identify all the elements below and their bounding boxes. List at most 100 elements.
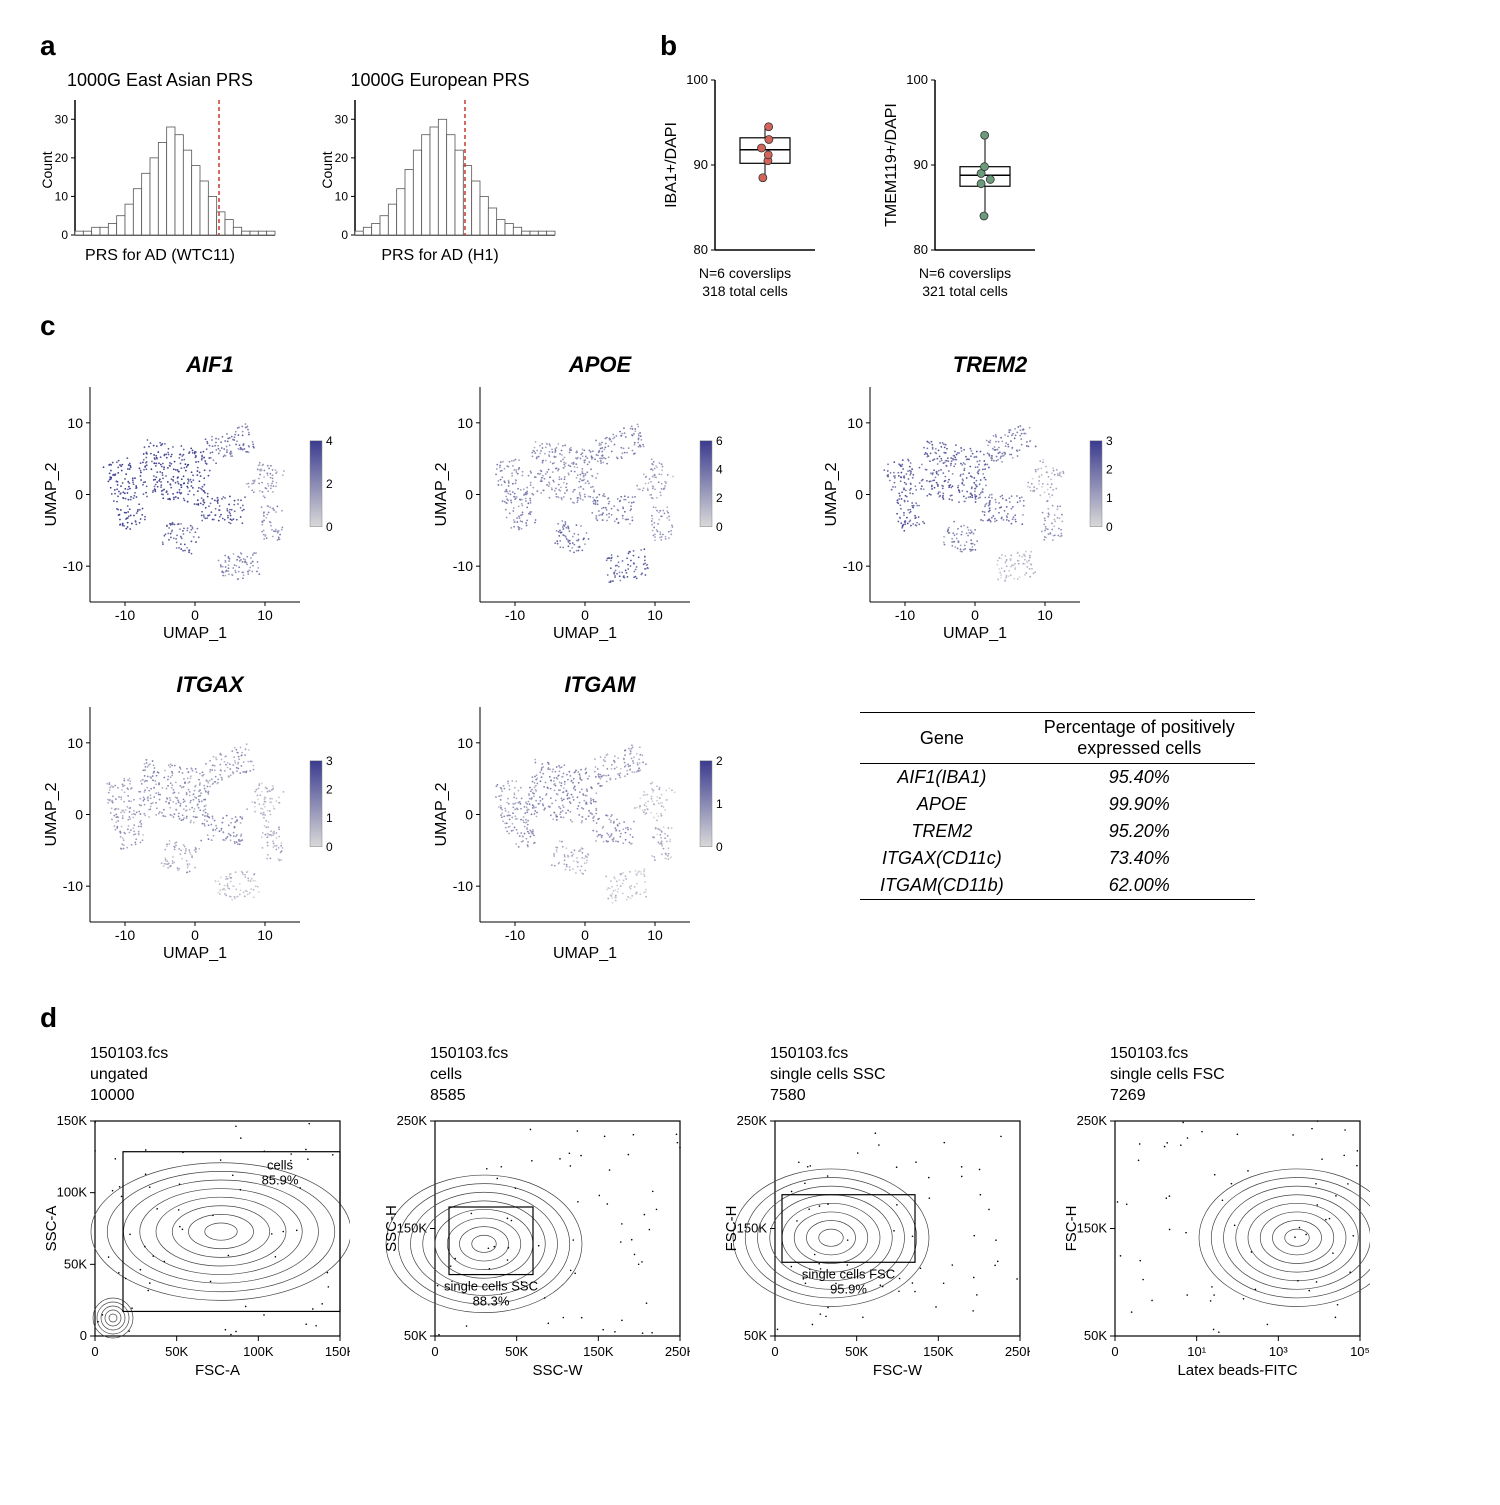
svg-text:0: 0 xyxy=(581,927,589,943)
flow-block: 150103.fcssingle cells FSC7269010¹10³10⁵… xyxy=(1060,1044,1370,1380)
panel-d: d 150103.fcsungated10000050K100K150K050K… xyxy=(40,1002,1460,1380)
panel-d-label: d xyxy=(40,1002,1460,1034)
flow-block: 150103.fcsungated10000050K100K150K050K10… xyxy=(40,1044,350,1380)
svg-text:10: 10 xyxy=(847,415,863,431)
svg-text:30: 30 xyxy=(335,112,349,126)
flow-plot-1: 050K150K250K50K150K250Ksingle cells SSC8… xyxy=(380,1111,690,1381)
histogram-title: 1000G European PRS xyxy=(350,70,529,91)
svg-text:UMAP_2: UMAP_2 xyxy=(433,463,450,527)
svg-text:FSC-H: FSC-H xyxy=(723,1205,740,1251)
svg-text:10: 10 xyxy=(457,415,473,431)
svg-text:2: 2 xyxy=(326,477,333,491)
table-row: ITGAM(CD11b)62.00% xyxy=(860,872,1255,900)
panel-a-label: a xyxy=(40,30,560,62)
svg-text:IBA1+/DAPI: IBA1+/DAPI xyxy=(663,122,680,208)
panel-b: b 80 90 100 IBA1+/DAPI N=6 coverslips318 tot… xyxy=(660,30,1050,300)
svg-text:2: 2 xyxy=(716,491,723,505)
svg-text:1: 1 xyxy=(326,811,333,825)
boxplot-caption: N=6 coverslips321 total cells xyxy=(919,264,1011,300)
svg-text:-10: -10 xyxy=(453,559,473,575)
svg-text:100: 100 xyxy=(686,72,708,87)
svg-text:50K: 50K xyxy=(845,1344,868,1359)
svg-text:10: 10 xyxy=(55,189,69,203)
svg-text:3: 3 xyxy=(326,754,333,768)
flow-header: 150103.fcssingle cells FSC7269 xyxy=(1110,1044,1370,1106)
svg-text:0: 0 xyxy=(80,1328,87,1343)
svg-text:UMAP_2: UMAP_2 xyxy=(433,783,450,847)
svg-text:150K: 150K xyxy=(1077,1220,1108,1235)
svg-text:20: 20 xyxy=(55,151,69,165)
umap-plot: -10010-10010UMAP_1UMAP_2 0246 xyxy=(430,382,770,642)
svg-text:6: 6 xyxy=(716,434,723,448)
svg-text:0: 0 xyxy=(1111,1344,1118,1359)
table-row: AIF1(IBA1)95.40% xyxy=(860,764,1255,792)
svg-text:Latex beads-FITC: Latex beads-FITC xyxy=(1177,1362,1297,1379)
boxplot-caption: N=6 coverslips318 total cells xyxy=(699,264,791,300)
svg-text:88.3%: 88.3% xyxy=(473,1293,510,1308)
boxplot-block: 80 90 100 IBA1+/DAPI N=6 coverslips318 total… xyxy=(660,70,830,300)
svg-text:10: 10 xyxy=(647,607,663,623)
svg-text:0: 0 xyxy=(61,228,68,242)
svg-text:50K: 50K xyxy=(64,1256,87,1271)
boxplot-0: 80 90 100 IBA1+/DAPI xyxy=(660,70,830,260)
svg-text:UMAP_1: UMAP_1 xyxy=(553,945,617,962)
histogram-1: 0102030Count xyxy=(320,95,560,245)
svg-text:20: 20 xyxy=(335,151,349,165)
svg-text:10: 10 xyxy=(67,415,83,431)
svg-text:UMAP_1: UMAP_1 xyxy=(553,625,617,642)
svg-text:90: 90 xyxy=(694,157,708,172)
svg-text:UMAP_1: UMAP_1 xyxy=(163,625,227,642)
svg-text:1: 1 xyxy=(716,797,723,811)
svg-text:SSC-H: SSC-H xyxy=(383,1205,400,1252)
panel-c-label: c xyxy=(40,310,1460,342)
panel-b-label: b xyxy=(660,30,1050,62)
panel-a: a 1000G East Asian PRS0102030CountPRS fo… xyxy=(40,30,560,265)
svg-text:2: 2 xyxy=(1106,463,1113,477)
table-row: TREM295.20% xyxy=(860,818,1255,845)
svg-text:-10: -10 xyxy=(505,927,525,943)
svg-text:10: 10 xyxy=(647,927,663,943)
svg-text:2: 2 xyxy=(716,754,723,768)
svg-text:95.9%: 95.9% xyxy=(830,1281,867,1296)
svg-text:SSC-A: SSC-A xyxy=(43,1205,60,1251)
svg-text:0: 0 xyxy=(326,840,333,854)
svg-text:UMAP_1: UMAP_1 xyxy=(943,625,1007,642)
svg-text:50K: 50K xyxy=(165,1344,188,1359)
svg-text:single cells FSC: single cells FSC xyxy=(802,1266,895,1281)
svg-text:Count: Count xyxy=(40,151,55,188)
svg-text:cells: cells xyxy=(267,1157,294,1172)
umap-gene-title: ITGAX xyxy=(176,672,243,698)
umap-block: AIF1-10010-10010UMAP_1UMAP_2 024 xyxy=(40,352,380,642)
svg-text:0: 0 xyxy=(91,1344,98,1359)
svg-text:0: 0 xyxy=(716,840,723,854)
flow-header: 150103.fcsungated10000 xyxy=(90,1044,350,1106)
svg-text:0: 0 xyxy=(326,520,333,534)
svg-text:-10: -10 xyxy=(115,927,135,943)
svg-text:UMAP_1: UMAP_1 xyxy=(163,945,227,962)
umap-gene-title: ITGAM xyxy=(565,672,636,698)
flow-plot-2: 050K150K250K50K150K250Ksingle cells FSC9… xyxy=(720,1111,1030,1381)
svg-text:80: 80 xyxy=(914,242,928,257)
table-row: APOE99.90% xyxy=(860,791,1255,818)
svg-text:10: 10 xyxy=(257,607,273,623)
svg-text:10: 10 xyxy=(457,735,473,751)
svg-text:0: 0 xyxy=(581,607,589,623)
svg-text:4: 4 xyxy=(716,463,723,477)
svg-text:0: 0 xyxy=(431,1344,438,1359)
svg-text:UMAP_2: UMAP_2 xyxy=(823,463,840,527)
svg-text:UMAP_2: UMAP_2 xyxy=(43,463,60,527)
svg-text:50K: 50K xyxy=(505,1344,528,1359)
umap-plot: -10010-10010UMAP_1UMAP_2 024 xyxy=(40,382,380,642)
svg-text:80: 80 xyxy=(694,242,708,257)
svg-text:10: 10 xyxy=(67,735,83,751)
svg-text:100: 100 xyxy=(906,72,928,87)
svg-text:4: 4 xyxy=(326,434,333,448)
svg-text:2: 2 xyxy=(326,783,333,797)
table-row: ITGAX(CD11c)73.40% xyxy=(860,845,1255,872)
svg-text:250K: 250K xyxy=(737,1113,768,1128)
svg-text:250K: 250K xyxy=(397,1113,428,1128)
svg-text:FSC-W: FSC-W xyxy=(873,1362,923,1379)
svg-text:FSC-A: FSC-A xyxy=(195,1362,240,1379)
svg-text:3: 3 xyxy=(1106,434,1113,448)
umap-block: ITGAM-10010-10010UMAP_1UMAP_2 012 xyxy=(430,672,770,962)
